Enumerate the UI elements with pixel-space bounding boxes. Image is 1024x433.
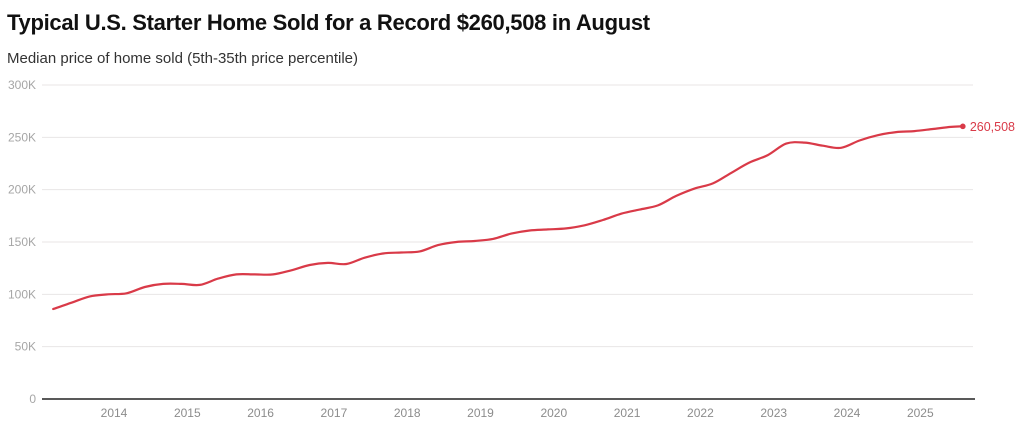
x-tick-label: 2019 — [467, 406, 494, 420]
x-tick-label: 2022 — [687, 406, 714, 420]
x-tick-label: 2024 — [834, 406, 861, 420]
x-tick-label: 2025 — [907, 406, 934, 420]
x-tick-label: 2014 — [101, 406, 128, 420]
y-axis-ticks: 0 50K 100K 150K 200K 250K 300K — [8, 78, 36, 406]
y-tick-label: 250K — [8, 130, 36, 144]
y-tick-label: 200K — [8, 183, 36, 197]
x-tick-label: 2020 — [540, 406, 567, 420]
data-points — [53, 126, 963, 309]
y-tick-label: 50K — [15, 340, 36, 354]
x-tick-label: 2015 — [174, 406, 201, 420]
y-tick-label: 300K — [8, 78, 36, 92]
chart-subtitle: Median price of home sold (5th-35th pric… — [7, 50, 359, 67]
x-tick-label: 2021 — [614, 406, 641, 420]
x-axis-ticks: 2014 2015 2016 2017 2018 2019 2020 2021 2022 2023… — [101, 406, 934, 420]
x-tick-label: 2023 — [760, 406, 787, 420]
x-tick-label: 2017 — [321, 406, 348, 420]
y-tick-label: 150K — [8, 235, 36, 249]
x-tick-label: 2016 — [247, 406, 274, 420]
end-value-label: 260,508 — [970, 120, 1015, 134]
gridlines — [42, 84, 973, 348]
end-point-marker — [960, 123, 966, 130]
y-tick-label: 0 — [29, 392, 36, 406]
series-line — [52, 125, 964, 311]
chart-title: Typical U.S. Starter Home Sold for a Rec… — [7, 10, 650, 35]
x-tick-label: 2018 — [394, 406, 421, 420]
y-tick-label: 100K — [8, 287, 36, 301]
